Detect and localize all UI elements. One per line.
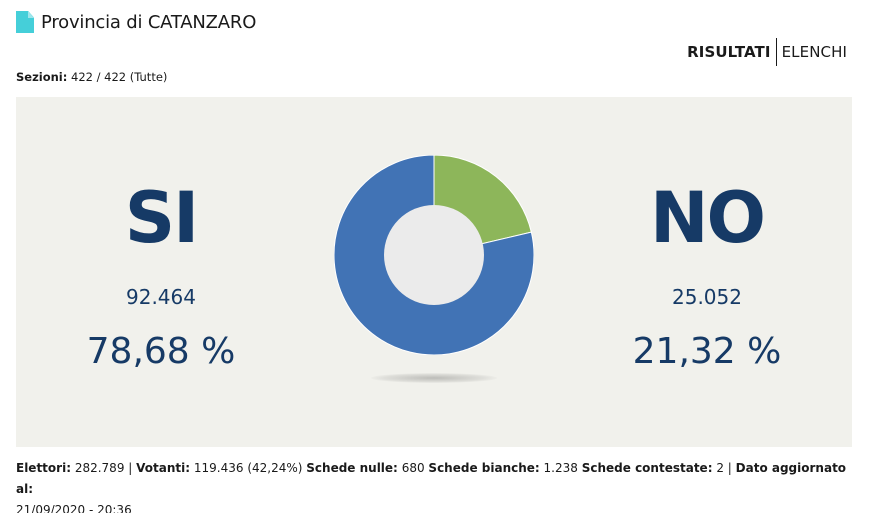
results-donut-chart: [333, 154, 535, 356]
si-label: SI: [124, 177, 199, 259]
page-title: Provincia di CATANZARO: [41, 11, 257, 33]
tab-elenchi[interactable]: ELENCHI: [781, 43, 847, 61]
schede-bianche-value: 1.238: [543, 461, 578, 475]
schede-contestate-label: Schede contestate:: [581, 461, 713, 475]
schede-bianche-label: Schede bianche:: [428, 461, 540, 475]
sezioni-info: Sezioni: 422 / 422 (Tutte): [16, 70, 167, 84]
si-votes: 92.464: [126, 285, 196, 309]
si-percent: 78,68 %: [86, 331, 236, 372]
schede-contestate-value: 2 |: [716, 461, 732, 475]
no-votes: 25.052: [672, 285, 742, 309]
sezioni-label: Sezioni:: [16, 70, 68, 84]
donut-hole: [384, 205, 484, 305]
schede-nulle-label: Schede nulle:: [306, 461, 398, 475]
sezioni-value: 422 / 422 (Tutte): [71, 70, 168, 84]
tab-divider: [775, 38, 777, 66]
results-panel: SI 92.464 78,68 % NO 25.052 21,32 %: [16, 97, 852, 447]
votanti-label: Votanti:: [136, 461, 191, 475]
schede-nulle-value: 680: [401, 461, 425, 475]
page-header: Provincia di CATANZARO: [16, 10, 256, 34]
votanti-value: 119.436 (42,24%): [193, 461, 303, 475]
view-tabs: RISULTATI ELENCHI: [687, 38, 847, 66]
donut-svg: [333, 154, 535, 356]
document-icon: [16, 11, 34, 33]
dato-aggiornato-value: 21/09/2020 - 20:36: [16, 503, 132, 513]
no-percent: 21,32 %: [632, 331, 782, 372]
elettori-label: Elettori:: [16, 461, 71, 475]
chart-shadow: [371, 373, 497, 383]
no-label: NO: [649, 177, 766, 259]
tab-risultati[interactable]: RISULTATI: [687, 43, 771, 61]
dato-aggiornato-label: Dato aggiornato al:: [16, 461, 847, 496]
elettori-value: 282.789 |: [74, 461, 133, 475]
footer-stats: Elettori: 282.789 | Votanti: 119.436 (42…: [16, 458, 866, 513]
